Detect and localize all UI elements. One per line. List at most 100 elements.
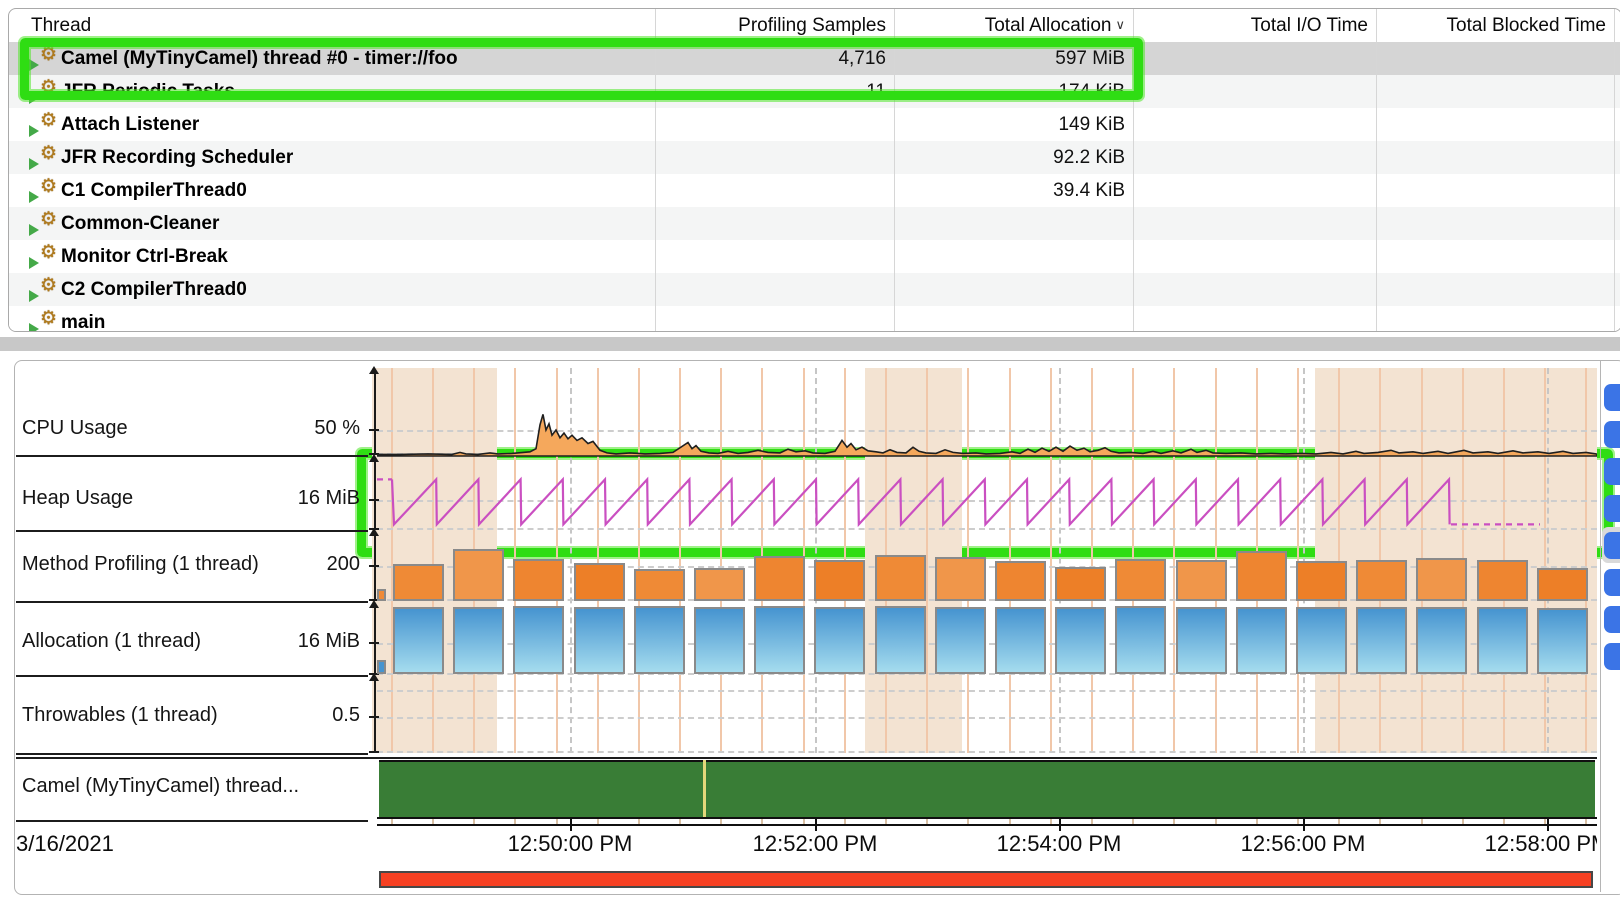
table-row[interactable]: ⚙ C1 CompilerThread0 39.4 KiB xyxy=(9,174,1620,207)
axis-minor-tick xyxy=(1544,819,1546,824)
expand-triangle-icon[interactable] xyxy=(29,191,39,203)
table-row[interactable]: ⚙ main xyxy=(9,306,1620,331)
histogram-bar xyxy=(1296,606,1347,674)
thread-name: C2 CompilerThread0 xyxy=(61,279,247,300)
time-tick-label: 12:50:00 PM xyxy=(507,831,633,856)
table-row[interactable]: ⚙ Camel (MyTinyCamel) thread #0 - timer:/… xyxy=(9,42,1620,75)
column-header-thread[interactable]: Thread xyxy=(31,15,92,36)
axis-minor-tick xyxy=(1173,819,1175,824)
thread-name: C1 CompilerThread0 xyxy=(61,180,247,201)
row-separator xyxy=(16,455,368,457)
histogram-bar xyxy=(754,606,806,674)
expand-triangle-icon[interactable] xyxy=(29,224,39,236)
axis-minor-tick xyxy=(1091,819,1093,824)
legend-button[interactable] xyxy=(1604,384,1620,411)
axis-minor-tick xyxy=(803,819,805,824)
event-marker-line xyxy=(1297,368,1299,753)
range-navigator-bar[interactable] xyxy=(379,871,1593,888)
axis-minor-tick xyxy=(1256,819,1258,824)
histogram-bar xyxy=(874,606,926,674)
column-header-profiling-samples[interactable]: Profiling Samples xyxy=(738,15,886,36)
expand-triangle-icon[interactable] xyxy=(29,158,39,170)
splitter-sash[interactable] xyxy=(0,337,1620,351)
axis-strip-bottom xyxy=(377,824,1597,826)
gear-icon: ⚙ xyxy=(39,308,57,329)
axis-major-tick xyxy=(570,817,572,831)
h-gridline xyxy=(377,528,1597,530)
cell-allocation: 597 MiB xyxy=(1055,48,1125,69)
legend-button[interactable] xyxy=(1604,421,1620,448)
time-gridline xyxy=(1303,368,1305,753)
expand-triangle-icon[interactable] xyxy=(29,125,39,137)
table-row[interactable]: ⚙ Common-Cleaner xyxy=(9,207,1620,240)
event-marker-line xyxy=(432,368,434,753)
axis-major-tick xyxy=(1059,817,1061,831)
lane-event-marker xyxy=(703,760,706,817)
time-labels: 12:50:00 PM 12:52:00 PM 12:54:00 PM 12:56:0… xyxy=(377,831,1597,861)
legend-button[interactable] xyxy=(1604,532,1620,559)
histogram-bar xyxy=(1356,607,1408,674)
legend-button[interactable] xyxy=(1604,495,1620,522)
histogram-bar xyxy=(934,606,986,674)
axis-minor-tick xyxy=(597,819,599,824)
table-row[interactable]: ⚙ Attach Listener 149 KiB xyxy=(9,108,1620,141)
gear-icon: ⚙ xyxy=(39,209,57,230)
column-header-total-allocation[interactable]: Total Allocation ∨ xyxy=(984,15,1125,36)
thread-icon: ⚙ xyxy=(29,143,57,171)
axis-minor-tick xyxy=(1379,819,1381,824)
expand-triangle-icon[interactable] xyxy=(29,290,39,302)
histogram-bar xyxy=(1115,606,1167,674)
histogram-bar xyxy=(633,606,685,674)
h-gridline xyxy=(377,500,1597,502)
legend-button[interactable] xyxy=(1604,569,1620,596)
h-gridline xyxy=(377,690,1597,692)
column-separator xyxy=(894,9,895,331)
expand-triangle-icon[interactable] xyxy=(29,323,39,331)
table-row[interactable]: ⚙ JFR Recording Scheduler 92.2 KiB xyxy=(9,141,1620,174)
cell-allocation: 92.2 KiB xyxy=(1053,147,1125,168)
time-gridline xyxy=(1547,368,1549,753)
table-row[interactable]: ⚙ C2 CompilerThread0 xyxy=(9,273,1620,306)
histogram-bar xyxy=(573,563,625,601)
thread-activity-lane[interactable] xyxy=(379,760,1595,819)
h-gridline xyxy=(377,751,1597,753)
y-axis xyxy=(374,534,376,601)
axis-minor-tick xyxy=(556,819,558,824)
axis-minor-tick xyxy=(679,819,681,824)
axis-minor-tick xyxy=(1503,819,1505,824)
column-header-total-blocked-time[interactable]: Total Blocked Time xyxy=(1446,15,1606,36)
column-header-total-i-o-time[interactable]: Total I/O Time xyxy=(1250,15,1368,36)
histogram-bar xyxy=(393,564,444,601)
thread-table[interactable]: Thread Profiling Samples Total Allocation ∨… xyxy=(8,8,1620,332)
thread-icon: ⚙ xyxy=(29,110,57,138)
h-gridline xyxy=(377,430,1597,432)
event-marker-line xyxy=(1338,368,1340,753)
legend-button[interactable] xyxy=(1604,643,1620,670)
axis-minor-tick xyxy=(1585,819,1587,824)
y-axis-tick xyxy=(369,429,379,431)
expand-triangle-icon[interactable] xyxy=(29,59,39,71)
histogram-bar xyxy=(393,607,444,674)
histogram-bar xyxy=(1416,606,1468,674)
thread-icon: ⚙ xyxy=(29,176,57,204)
cell-allocation: 149 KiB xyxy=(1058,114,1125,135)
legend-button[interactable] xyxy=(1604,458,1620,485)
axis-strip-top xyxy=(377,817,1597,819)
histogram-bar xyxy=(1235,551,1287,601)
histogram-bar xyxy=(453,607,505,674)
axis-minor-tick xyxy=(1215,819,1217,824)
y-axis xyxy=(374,460,376,530)
legend-button[interactable] xyxy=(1604,606,1620,633)
expand-triangle-icon[interactable] xyxy=(29,257,39,269)
gear-icon: ⚙ xyxy=(39,275,57,296)
thread-name: Common-Cleaner xyxy=(61,213,220,234)
axis-minor-tick xyxy=(1462,819,1464,824)
time-gridline xyxy=(570,368,572,753)
chart-row-tick-3: 200 xyxy=(326,553,360,575)
table-row[interactable]: ⚙ Monitor Ctrl-Break xyxy=(9,240,1620,273)
thread-icon: ⚙ xyxy=(29,308,57,331)
y-axis-end-tick xyxy=(369,751,379,753)
axis-minor-tick xyxy=(1050,819,1052,824)
histogram-bar xyxy=(1536,608,1588,674)
histogram-bar xyxy=(573,606,625,674)
